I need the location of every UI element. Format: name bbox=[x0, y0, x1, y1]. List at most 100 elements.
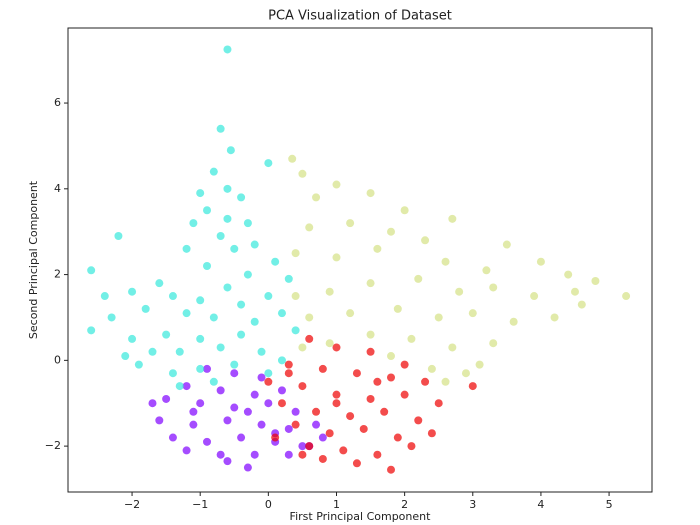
point bbox=[468, 382, 477, 391]
x-tick-label: 1 bbox=[333, 498, 340, 511]
point bbox=[196, 364, 205, 373]
point bbox=[223, 457, 232, 466]
chart-title: PCA Visualization of Dataset bbox=[268, 9, 452, 24]
point bbox=[121, 352, 130, 361]
point bbox=[243, 219, 252, 228]
point bbox=[182, 244, 191, 253]
point bbox=[366, 330, 375, 339]
point bbox=[155, 279, 164, 288]
point bbox=[182, 446, 191, 455]
point bbox=[162, 330, 171, 339]
point bbox=[288, 154, 297, 163]
point bbox=[325, 287, 334, 296]
point bbox=[257, 420, 266, 429]
point bbox=[203, 437, 212, 446]
point bbox=[400, 360, 409, 369]
point bbox=[339, 446, 348, 455]
point bbox=[114, 231, 123, 240]
point bbox=[87, 266, 96, 275]
point bbox=[223, 416, 232, 425]
point bbox=[550, 313, 559, 322]
point bbox=[237, 300, 246, 309]
point bbox=[530, 292, 539, 301]
point bbox=[387, 373, 396, 382]
point bbox=[332, 399, 341, 408]
point bbox=[226, 146, 235, 155]
x-tick-label: 3 bbox=[469, 498, 476, 511]
point bbox=[298, 169, 307, 178]
point bbox=[230, 369, 239, 378]
point bbox=[230, 360, 239, 369]
point bbox=[305, 442, 314, 451]
point bbox=[468, 309, 477, 318]
point bbox=[400, 390, 409, 399]
point bbox=[271, 257, 280, 266]
point bbox=[155, 416, 164, 425]
point bbox=[325, 429, 334, 438]
point bbox=[380, 407, 389, 416]
point bbox=[434, 399, 443, 408]
point bbox=[284, 369, 293, 378]
point bbox=[189, 219, 198, 228]
point bbox=[427, 364, 436, 373]
point bbox=[489, 339, 498, 348]
point bbox=[332, 343, 341, 352]
point bbox=[168, 292, 177, 301]
point bbox=[427, 429, 436, 438]
point bbox=[318, 433, 327, 442]
point bbox=[243, 270, 252, 279]
point bbox=[393, 304, 402, 313]
point bbox=[216, 343, 225, 352]
point bbox=[298, 450, 307, 459]
point bbox=[359, 424, 368, 433]
point bbox=[414, 416, 423, 425]
point bbox=[257, 373, 266, 382]
point bbox=[448, 214, 457, 223]
point bbox=[257, 347, 266, 356]
point bbox=[352, 459, 361, 468]
point bbox=[196, 334, 205, 343]
point bbox=[196, 399, 205, 408]
point bbox=[434, 313, 443, 322]
point bbox=[209, 313, 218, 322]
point bbox=[448, 343, 457, 352]
point bbox=[305, 313, 314, 322]
point bbox=[461, 369, 470, 378]
point bbox=[203, 262, 212, 271]
point bbox=[318, 364, 327, 373]
point bbox=[250, 390, 259, 399]
point bbox=[284, 450, 293, 459]
point bbox=[250, 450, 259, 459]
point bbox=[387, 227, 396, 236]
x-tick-label: 0 bbox=[265, 498, 272, 511]
point bbox=[441, 257, 450, 266]
point bbox=[264, 399, 273, 408]
point bbox=[346, 219, 355, 228]
point bbox=[489, 283, 498, 292]
point bbox=[312, 193, 321, 202]
point bbox=[148, 399, 157, 408]
point bbox=[196, 296, 205, 305]
point bbox=[216, 386, 225, 395]
point bbox=[475, 360, 484, 369]
point bbox=[128, 287, 137, 296]
y-tick-label: −2 bbox=[45, 439, 61, 452]
point bbox=[332, 253, 341, 262]
point bbox=[168, 433, 177, 442]
point bbox=[421, 377, 430, 386]
point bbox=[373, 377, 382, 386]
point bbox=[373, 450, 382, 459]
x-tick-label: 5 bbox=[606, 498, 613, 511]
point bbox=[250, 317, 259, 326]
point bbox=[325, 339, 334, 348]
point bbox=[223, 283, 232, 292]
point bbox=[264, 159, 273, 168]
point bbox=[134, 360, 143, 369]
x-tick-label: −2 bbox=[124, 498, 140, 511]
point bbox=[196, 189, 205, 198]
point bbox=[393, 433, 402, 442]
point bbox=[305, 334, 314, 343]
point bbox=[264, 377, 273, 386]
point bbox=[175, 382, 184, 391]
point bbox=[305, 223, 314, 232]
